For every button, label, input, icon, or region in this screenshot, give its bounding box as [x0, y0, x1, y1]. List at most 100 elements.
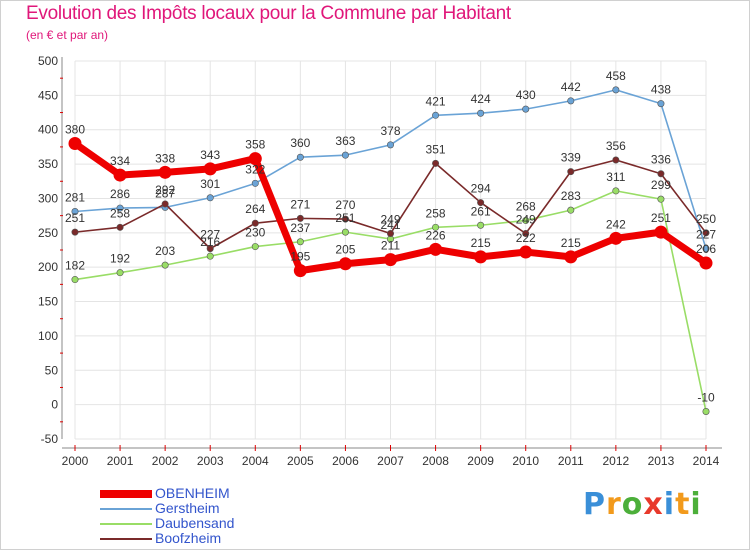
data-point-boofzheim [702, 229, 710, 237]
data-label-boofzheim: 271 [290, 197, 310, 211]
x-tick-label: 2000 [62, 454, 89, 468]
x-tick-label: 2011 [558, 454, 584, 468]
data-point-gerstheim [116, 204, 124, 212]
data-label-boofzheim: 294 [471, 182, 491, 196]
data-point-obenheim [293, 264, 307, 278]
data-label-boofzheim: 249 [516, 213, 536, 227]
data-label-boofzheim: 250 [696, 212, 716, 226]
data-point-obenheim [474, 250, 488, 264]
data-point-obenheim [68, 136, 82, 150]
data-point-gerstheim [71, 208, 79, 216]
data-label-obenheim: 222 [516, 231, 536, 245]
data-label-boofzheim: 270 [335, 198, 355, 212]
legend-label: OBENHEIM [155, 485, 230, 501]
logo-letter: x [643, 487, 664, 522]
data-point-boofzheim [116, 223, 124, 231]
data-label-gerstheim: 378 [380, 124, 400, 138]
data-label-gerstheim: 322 [245, 162, 265, 176]
data-point-gerstheim [702, 245, 710, 253]
data-label-gerstheim: 442 [561, 80, 581, 94]
data-label-boofzheim: 251 [65, 211, 85, 225]
y-axis-ticks: -50 0 50 100 150 200 250 300 350 400 450 500 [38, 54, 58, 446]
y-tick-label: 400 [38, 123, 58, 137]
data-point-daubensand [567, 206, 575, 214]
data-point-obenheim [429, 242, 443, 256]
x-tick-label: 2013 [648, 454, 675, 468]
data-point-gerstheim [341, 151, 349, 159]
data-label-boofzheim: 351 [426, 142, 446, 156]
data-label-boofzheim: 249 [380, 213, 400, 227]
data-point-obenheim [203, 162, 217, 176]
data-label-boofzheim: 339 [561, 151, 581, 165]
data-point-gerstheim [251, 179, 259, 187]
data-point-daubensand [702, 408, 710, 416]
x-tick-label: 2004 [242, 454, 269, 468]
data-point-daubensand [251, 243, 259, 251]
data-point-boofzheim [386, 230, 394, 238]
data-label-boofzheim: 336 [651, 153, 671, 167]
data-point-daubensand [612, 187, 620, 195]
data-point-gerstheim [386, 141, 394, 149]
x-axis-ticks: 2000 2001 2002 2003 2004 2005 2006 2007 2008 2009… [62, 454, 720, 468]
data-label-daubensand: 268 [516, 199, 536, 213]
data-point-obenheim [113, 168, 127, 182]
logo-letter: i [663, 487, 676, 522]
legend-swatch [100, 507, 152, 510]
data-point-obenheim [519, 245, 533, 259]
data-label-obenheim: 251 [651, 211, 671, 225]
data-point-gerstheim [432, 111, 440, 119]
logo-letter: t [675, 487, 691, 522]
data-label-daubensand: 299 [651, 178, 671, 192]
data-point-boofzheim [477, 199, 485, 207]
data-point-daubensand [296, 238, 304, 246]
y-tick-label: 50 [45, 363, 59, 377]
series-layer [68, 86, 713, 416]
data-point-boofzheim [567, 168, 575, 176]
data-point-daubensand [206, 252, 214, 260]
data-label-gerstheim: 424 [471, 92, 491, 106]
x-tick-label: 2007 [377, 454, 404, 468]
data-point-obenheim [564, 250, 578, 264]
data-point-obenheim [384, 253, 397, 267]
data-label-gerstheim: 438 [651, 83, 671, 97]
data-label-gerstheim: 287 [155, 186, 175, 200]
y-tick-label: 350 [38, 157, 58, 171]
logo-letter: P [583, 487, 606, 522]
x-tick-label: 2014 [693, 454, 720, 468]
data-label-daubensand: 203 [155, 244, 175, 258]
x-tick-label: 2002 [152, 454, 179, 468]
y-tick-label: 0 [51, 398, 58, 412]
data-label-daubensand: 258 [426, 206, 446, 220]
legend-swatch [100, 522, 152, 525]
data-label-obenheim: 358 [245, 138, 265, 152]
y-tick-label: 150 [38, 295, 58, 309]
data-point-boofzheim [161, 200, 169, 208]
data-label-boofzheim: 356 [606, 139, 626, 153]
data-label-daubensand: 261 [471, 204, 491, 218]
x-tick-label: 2001 [107, 454, 134, 468]
data-point-daubensand [477, 221, 485, 229]
y-tick-label: -50 [41, 432, 59, 446]
data-label-boofzheim: 227 [200, 228, 220, 242]
data-label-obenheim: 242 [606, 217, 626, 231]
data-point-boofzheim [296, 214, 304, 222]
data-label-daubensand: 182 [65, 259, 85, 273]
x-tick-label: 2008 [422, 454, 449, 468]
data-label-gerstheim: 421 [426, 94, 446, 108]
logo-letter: i [690, 487, 702, 522]
data-label-daubensand: 311 [606, 170, 625, 184]
x-tick-label: 2012 [603, 454, 630, 468]
x-tick-label: 2003 [197, 454, 224, 468]
data-point-obenheim [158, 165, 172, 179]
axes [60, 57, 722, 451]
data-label-boofzheim: 258 [110, 206, 130, 220]
data-label-gerstheim: 301 [200, 177, 220, 191]
data-label-daubensand: 230 [245, 226, 265, 240]
data-label-obenheim: 380 [65, 122, 85, 136]
data-point-boofzheim [341, 215, 349, 223]
data-point-daubensand [341, 228, 349, 236]
data-point-daubensand [657, 195, 665, 203]
data-label-gerstheim: 363 [335, 134, 355, 148]
data-label-obenheim: 206 [696, 242, 716, 256]
